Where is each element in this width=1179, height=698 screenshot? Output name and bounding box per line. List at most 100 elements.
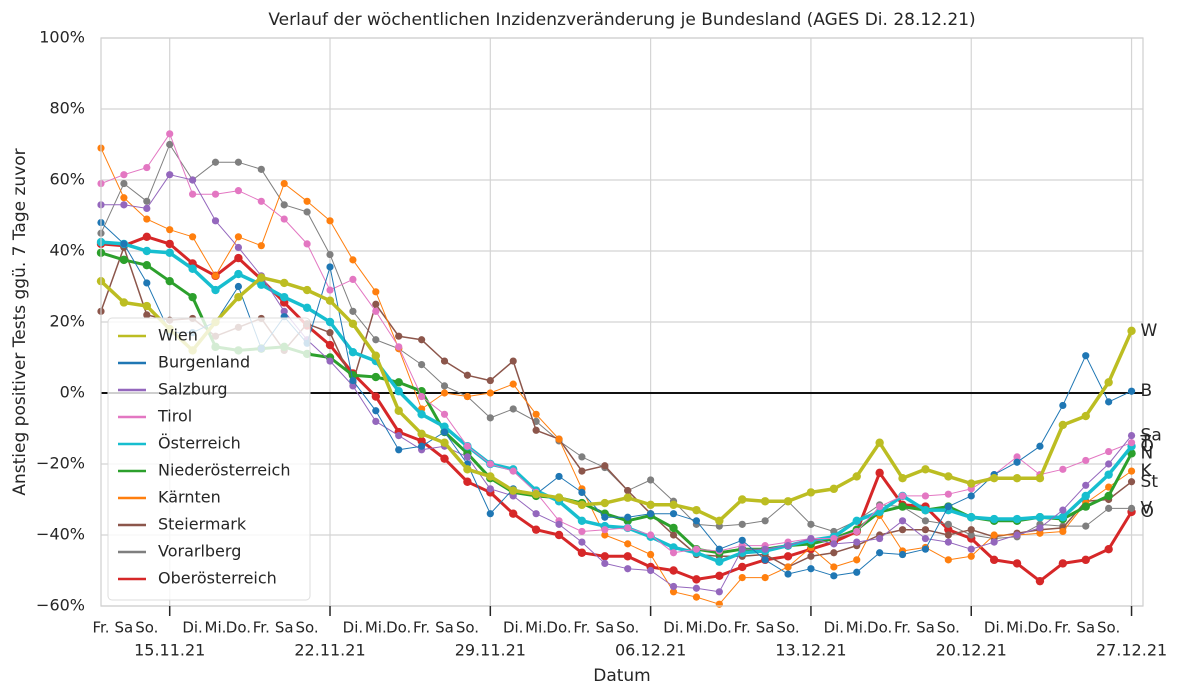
data-point — [257, 197, 265, 205]
data-point — [669, 531, 678, 539]
data-point — [143, 311, 151, 319]
x-minor-tick-label: Di. — [984, 619, 1005, 637]
data-point — [120, 240, 128, 248]
data-point — [1036, 529, 1044, 537]
series-line — [100, 240, 1133, 564]
data-point — [1105, 504, 1113, 512]
data-point — [623, 493, 632, 502]
data-point — [303, 208, 311, 216]
data-point — [486, 389, 494, 397]
data-point — [876, 503, 884, 511]
data-point — [1127, 439, 1136, 447]
data-point — [372, 300, 380, 308]
data-point — [692, 505, 701, 515]
end-label: V — [1141, 498, 1153, 518]
x-minor-tick-label: Mi. — [685, 619, 707, 637]
data-point — [761, 574, 769, 582]
data-point — [1058, 420, 1068, 430]
x-tick-label: 15.11.21 — [134, 641, 205, 660]
data-point — [578, 527, 586, 536]
data-point — [371, 392, 381, 401]
data-point — [1012, 559, 1022, 568]
data-point — [921, 465, 930, 474]
x-minor-tick-label: Mi. — [205, 619, 227, 637]
data-point — [1059, 527, 1067, 536]
x-tick-label: 29.11.21 — [455, 641, 526, 660]
axes-frame — [100, 37, 1144, 607]
data-point — [578, 467, 586, 475]
data-point — [440, 454, 449, 463]
data-point — [1036, 524, 1044, 532]
data-point — [142, 301, 152, 311]
data-point — [830, 534, 838, 543]
data-point — [760, 497, 770, 506]
data-point — [257, 280, 266, 289]
data-point — [1127, 467, 1136, 475]
data-point — [142, 261, 152, 270]
data-point — [647, 566, 655, 575]
x-tick-label: 20.12.21 — [936, 641, 1007, 660]
x-minor-tick-label: So. — [296, 619, 319, 637]
data-point — [669, 523, 678, 533]
data-point — [1127, 504, 1136, 512]
end-label: Sa — [1141, 426, 1162, 446]
data-point — [486, 485, 494, 493]
x-minor-tick-label: Sa — [595, 619, 614, 637]
data-point — [417, 436, 426, 446]
data-point — [120, 179, 128, 188]
data-point — [531, 489, 541, 499]
data-point — [463, 371, 472, 379]
legend-label: Steiermark — [158, 515, 247, 534]
data-point — [509, 357, 517, 365]
data-point — [1035, 474, 1045, 483]
data-point — [372, 417, 380, 425]
data-point — [944, 490, 952, 498]
data-point — [853, 556, 861, 564]
data-point — [349, 307, 357, 315]
data-point — [349, 376, 357, 385]
data-point — [280, 201, 288, 209]
data-point — [302, 285, 312, 295]
data-point — [349, 275, 357, 283]
data-point — [1104, 470, 1113, 479]
data-point — [211, 272, 220, 280]
data-point — [669, 549, 678, 557]
legend-label: Vorarlberg — [158, 542, 241, 561]
data-point — [532, 426, 540, 434]
data-point — [898, 517, 907, 525]
data-point — [577, 500, 587, 510]
legend: Wien Burgenland Salzburg Tirol Österreich Nie… — [107, 317, 311, 601]
data-point — [692, 545, 701, 553]
x-minor-tick-label: Do. — [1027, 619, 1052, 637]
x-minor-tick-label: Fr. — [734, 619, 751, 637]
data-point — [1127, 326, 1136, 336]
data-point — [119, 298, 129, 307]
data-point — [280, 307, 288, 315]
data-point — [830, 563, 838, 571]
data-point — [280, 292, 289, 302]
data-point — [577, 548, 587, 557]
x-minor-tick-label: Fr. — [1054, 619, 1071, 637]
data-point — [326, 217, 334, 225]
data-point — [921, 534, 930, 543]
data-point — [371, 351, 381, 360]
data-point — [395, 432, 403, 440]
data-point — [577, 516, 587, 525]
data-point — [189, 233, 197, 241]
data-point — [1058, 559, 1068, 568]
end-label: O — [1141, 502, 1154, 522]
data-point — [852, 516, 861, 525]
x-minor-tick-label: Fr. — [413, 619, 430, 637]
data-point — [325, 317, 335, 327]
data-point — [348, 319, 358, 328]
data-point — [531, 525, 541, 534]
data-point — [1059, 401, 1067, 410]
data-point — [143, 204, 151, 212]
data-point — [807, 565, 815, 573]
end-label: K — [1141, 461, 1153, 481]
data-point — [830, 572, 838, 580]
data-point — [486, 460, 494, 468]
data-point — [669, 566, 678, 575]
data-point — [875, 468, 884, 478]
